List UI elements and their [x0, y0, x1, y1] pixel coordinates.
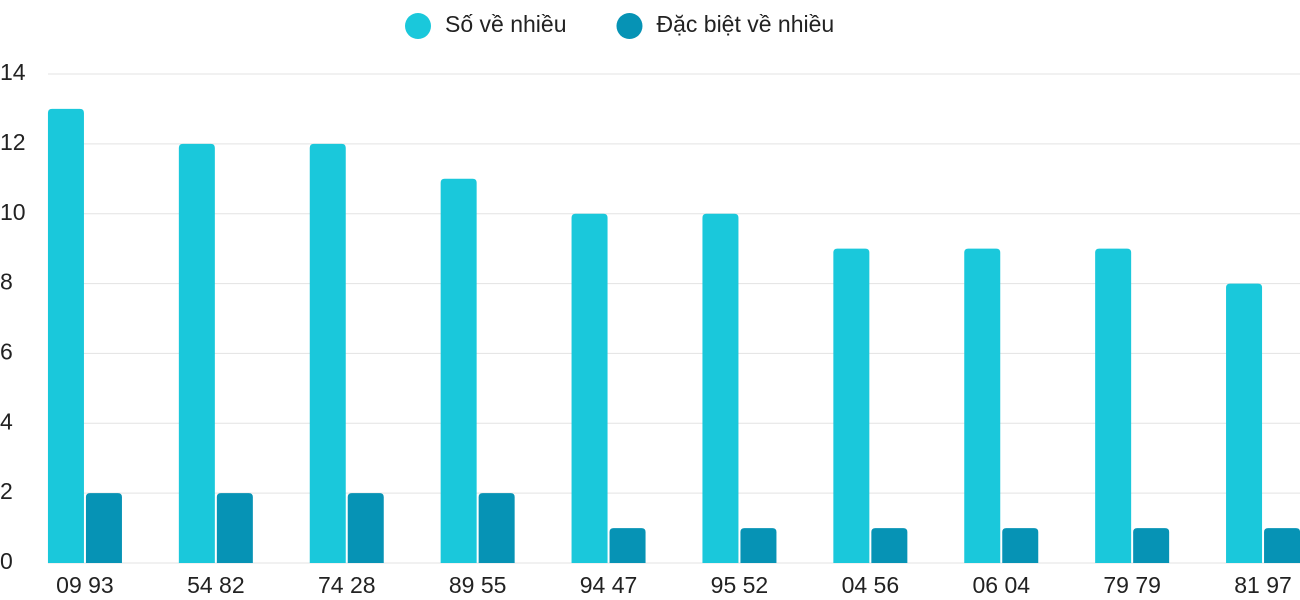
bar — [964, 248, 1001, 563]
x-tick-label: 04 56 — [842, 572, 900, 598]
y-tick-label: 8 — [0, 269, 13, 295]
bar — [609, 528, 646, 563]
x-tick-label: 54 82 — [187, 572, 245, 598]
bar — [571, 213, 608, 563]
y-tick-label: 6 — [0, 339, 13, 365]
bar — [85, 493, 122, 563]
x-tick-label: 79 79 — [1103, 572, 1161, 598]
bar — [1002, 528, 1039, 563]
y-tick-label: 10 — [0, 199, 26, 225]
bar — [178, 143, 215, 563]
x-tick-label: 89 55 — [449, 572, 507, 598]
x-tick-label: 81 97 — [1234, 572, 1292, 598]
legend-marker — [405, 13, 431, 39]
bar — [1133, 528, 1170, 563]
y-tick-label: 4 — [0, 408, 13, 434]
bar — [1095, 248, 1132, 563]
legend-label: Đặc biệt về nhiều — [656, 11, 834, 37]
bar — [216, 493, 253, 563]
bar — [347, 493, 384, 563]
bar — [1226, 283, 1263, 563]
y-tick-label: 14 — [0, 59, 26, 85]
bar — [47, 108, 84, 563]
bar — [871, 528, 908, 563]
bar — [478, 493, 515, 563]
bar — [440, 178, 477, 564]
bar — [309, 143, 346, 563]
legend-label: Số về nhiều — [445, 11, 566, 37]
y-tick-label: 12 — [0, 129, 26, 155]
bar — [1264, 528, 1300, 563]
y-tick-label: 2 — [0, 478, 13, 504]
x-tick-label: 09 93 — [56, 572, 114, 598]
bar — [702, 213, 739, 563]
x-tick-label: 06 04 — [972, 572, 1030, 598]
y-tick-label: 0 — [0, 548, 13, 574]
legend-marker — [616, 13, 643, 39]
x-tick-label: 94 47 — [580, 572, 638, 598]
x-tick-label: 95 52 — [711, 572, 769, 598]
bar — [740, 528, 777, 563]
x-tick-label: 74 28 — [318, 572, 376, 598]
bar — [833, 248, 870, 563]
